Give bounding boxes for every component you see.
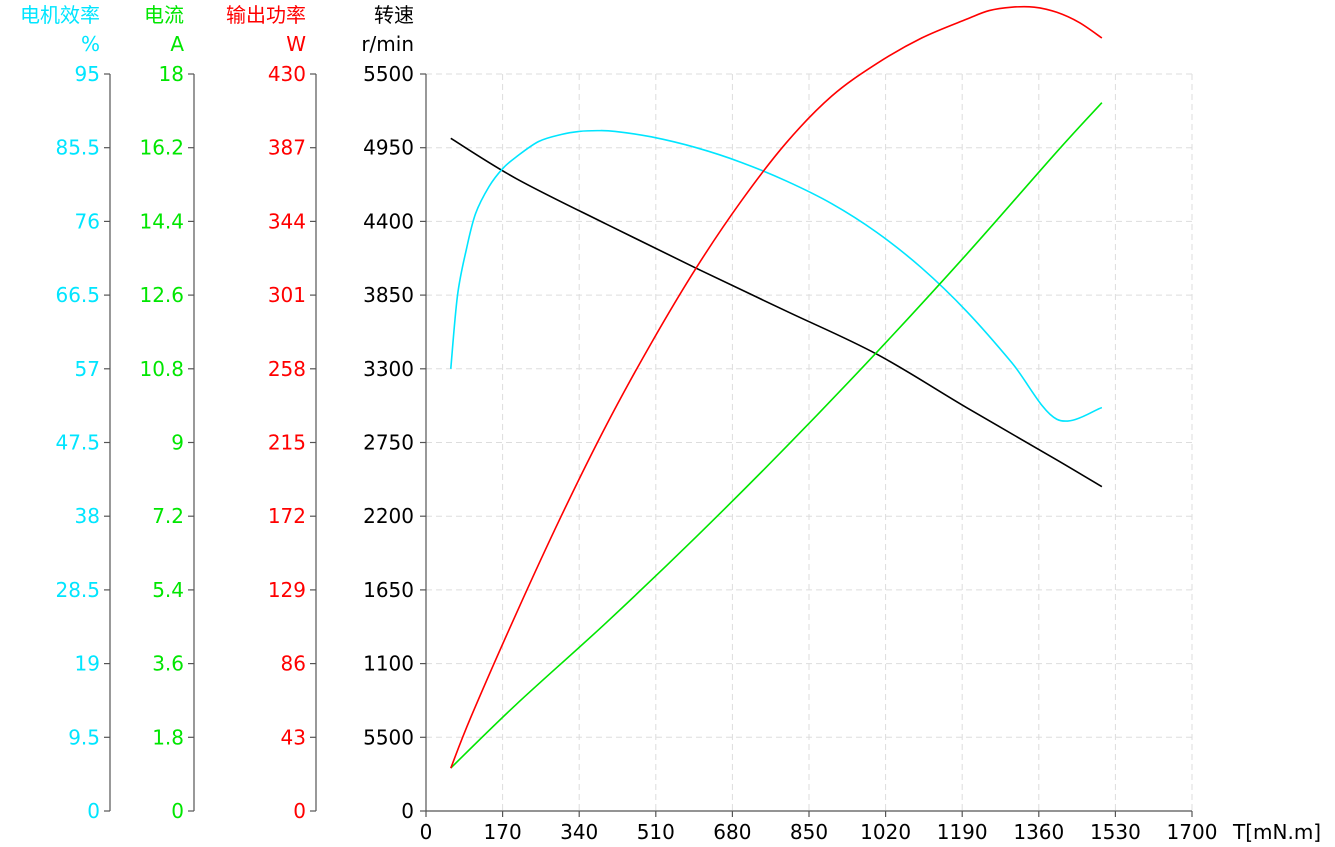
y-tick-label-current: 7.2 (152, 504, 184, 528)
y-tick-label-efficiency: 0 (87, 799, 100, 823)
series-line-efficiency (449, 129, 1103, 422)
x-tick-label: 0 (420, 820, 433, 844)
y-tick-label-efficiency: 95 (75, 62, 100, 86)
y-axis-efficiency: 0 9.5 19 28.5 38 47.5 57 66.5 76 85.5 95 电机效率% (20, 3, 111, 823)
y-tick-label-current: 18 (159, 62, 184, 86)
y-tick-label-speed: 4400 (363, 209, 414, 233)
y-tick-label-power: 215 (268, 431, 306, 455)
x-tick-label: 1020 (860, 820, 911, 844)
y-tick-label-speed: 1100 (363, 652, 414, 676)
y-axis-unit-efficiency: % (81, 32, 100, 56)
y-axis-unit-power: W (286, 32, 306, 56)
y-tick-label-speed: 2200 (363, 504, 414, 528)
y-tick-label-efficiency: 66.5 (55, 283, 100, 307)
y-axis-unit-current: A (170, 32, 184, 56)
x-axis: 0 170 340 510 680 850 1020 1190 1360 1530 1700 T[mN… (420, 810, 1321, 844)
y-axis-title-power: 输出功率 (226, 3, 306, 27)
y-axis-title-current: 电流 (144, 3, 184, 27)
x-tick-label: 1190 (937, 820, 988, 844)
y-tick-label-efficiency: 38 (75, 504, 100, 528)
y-tick-label-current: 12.6 (139, 283, 184, 307)
y-tick-label-power: 0 (293, 799, 306, 823)
y-tick-label-current: 10.8 (139, 357, 184, 381)
series-line-current (450, 102, 1103, 769)
x-tick-label: 1530 (1090, 820, 1141, 844)
series-line-speed (450, 137, 1103, 488)
x-tick-label: 510 (637, 820, 675, 844)
y-axis-current: 0 1.8 3.6 5.4 7.2 9 10.8 12.6 14.4 16.2 18 电流 A (139, 3, 195, 823)
y-tick-label-current: 16.2 (139, 136, 184, 160)
x-tick-label: 680 (713, 820, 751, 844)
y-tick-label-speed: 4950 (363, 136, 414, 160)
y-axis-title-speed: 转速 (374, 3, 414, 27)
y-tick-label-efficiency: 76 (75, 209, 100, 233)
y-axis-unit-speed: r/min (361, 32, 414, 56)
y-tick-label-current: 1.8 (152, 725, 184, 749)
y-tick-label-power: 172 (268, 504, 306, 528)
y-tick-label-current: 9 (171, 431, 184, 455)
axes: 0 9.5 19 28.5 38 47.5 57 66.5 76 85.5 95 电机效率% 0 1.8 3… (20, 3, 1321, 844)
y-tick-label-power: 387 (268, 136, 306, 160)
y-tick-label-power: 129 (268, 578, 306, 602)
y-tick-label-power: 43 (281, 725, 306, 749)
y-tick-label-speed: 1650 (363, 578, 414, 602)
y-tick-label-power: 301 (268, 283, 306, 307)
x-tick-label: 1360 (1013, 820, 1064, 844)
series-line-power (450, 5, 1103, 769)
y-tick-label-current: 0 (171, 799, 184, 823)
y-tick-label-speed: 0 (401, 799, 414, 823)
y-tick-label-efficiency: 9.5 (68, 725, 100, 749)
y-tick-label-current: 14.4 (139, 209, 184, 233)
y-tick-label-speed: 3850 (363, 283, 414, 307)
x-axis-label: T[mN.m] (1232, 820, 1321, 844)
y-tick-label-efficiency: 85.5 (55, 136, 100, 160)
y-axis-power: 0 43 86 129 172 215 258 301 344 387 430 输出功率 W (226, 3, 317, 823)
x-tick-label: 1700 (1167, 820, 1218, 844)
y-tick-label-current: 3.6 (152, 652, 184, 676)
y-tick-label-efficiency: 57 (75, 357, 100, 381)
x-tick-label: 850 (790, 820, 828, 844)
y-tick-label-speed: 5500 (363, 725, 414, 749)
x-tick-label: 340 (560, 820, 598, 844)
y-tick-label-current: 5.4 (152, 578, 184, 602)
y-tick-label-power: 344 (268, 209, 306, 233)
y-axis-speed: 0 5500 1100 1650 2200 2750 3300 3850 4400 4950 550… (361, 3, 427, 823)
y-tick-label-efficiency: 47.5 (55, 431, 100, 455)
y-tick-label-efficiency: 19 (75, 652, 100, 676)
grid (426, 73, 1193, 811)
x-tick-label: 170 (484, 820, 522, 844)
y-tick-label-speed: 3300 (363, 357, 414, 381)
y-axis-title-efficiency: 电机效率 (20, 3, 100, 27)
y-tick-label-power: 86 (281, 652, 306, 676)
y-tick-label-speed: 2750 (363, 431, 414, 455)
y-tick-label-power: 430 (268, 62, 306, 86)
y-tick-label-efficiency: 28.5 (55, 578, 100, 602)
series (449, 5, 1103, 769)
y-tick-label-power: 258 (268, 357, 306, 381)
y-tick-label-speed: 5500 (363, 62, 414, 86)
